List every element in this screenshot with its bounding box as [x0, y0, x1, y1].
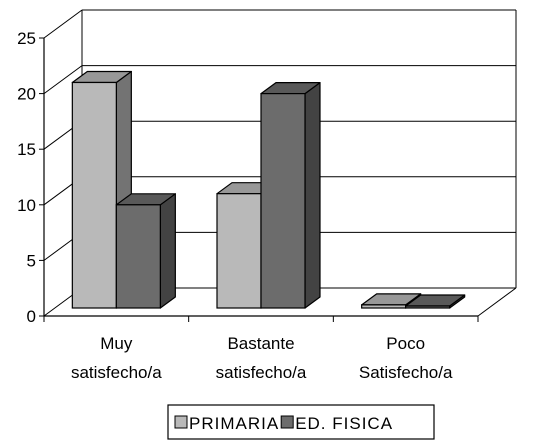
- y-tick-label-20: 20: [17, 85, 36, 104]
- x-category-label-2-line-1: Satisfecho/a: [359, 363, 453, 382]
- bar-primaria-2: [361, 304, 407, 309]
- bar-primaria-0: [71, 81, 117, 309]
- legend-box: [167, 404, 435, 440]
- y-tick-label-5: 5: [27, 251, 36, 270]
- floor-right-edge: [477, 287, 517, 317]
- bars: [71, 70, 466, 309]
- y-tick-label-0: 0: [27, 307, 36, 326]
- bar-ed-fisica-1: [260, 92, 306, 309]
- axes: [39, 37, 479, 322]
- y-tick-label-25: 25: [17, 29, 36, 48]
- legend: PRIMARIA ED. FISICA: [167, 404, 435, 440]
- legend-swatch-primaria: [174, 415, 188, 429]
- y-tick-label-10: 10: [17, 196, 36, 215]
- x-category-label-1-line-0: Bastante: [227, 334, 294, 353]
- x-category-label-0-line-1: satisfecho/a: [71, 363, 162, 382]
- bar-ed-fisica-0: [115, 204, 161, 309]
- y-tick-label-15: 15: [17, 140, 36, 159]
- gridline-side-20: [43, 65, 83, 95]
- legend-label-ed-fisica: ED. FISICA: [295, 414, 393, 433]
- x-category-label-1-line-1: satisfecho/a: [216, 363, 307, 382]
- bar-ed-fisica-0-side: [159, 193, 176, 309]
- x-category-label-0-line-0: Muy: [100, 334, 133, 353]
- legend-label-primaria: PRIMARIA: [189, 414, 279, 433]
- bar-ed-fisica-2: [405, 305, 451, 309]
- bar-ed-fisica-1-side: [304, 81, 321, 309]
- bar-primaria-1: [216, 193, 262, 309]
- labels: 0 5 10 15 20 25 Muy satisfecho/a Bastante satisfe…: [17, 29, 453, 382]
- legend-swatch-ed-fisica: [280, 415, 294, 429]
- x-category-label-2-line-0: Poco: [386, 334, 425, 353]
- gridline-side-25: [43, 9, 83, 39]
